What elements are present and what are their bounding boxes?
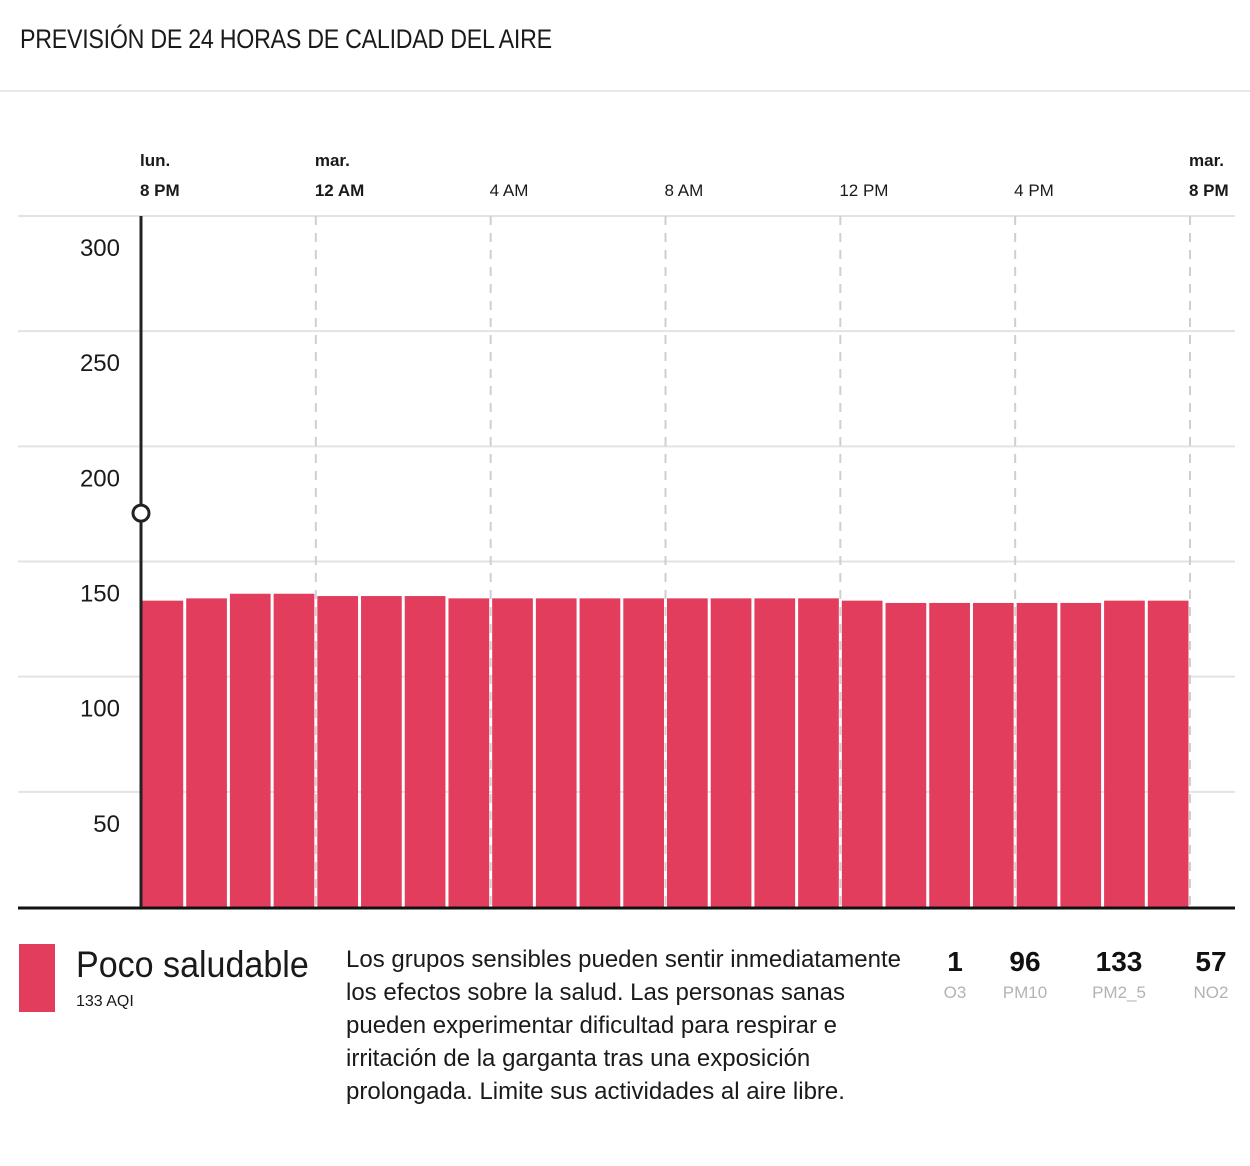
y-tick-label: 200: [80, 465, 120, 492]
bar[interactable]: [1016, 602, 1058, 907]
y-tick-label: 150: [80, 581, 120, 608]
aqi-forecast-chart: 50 100 150 200 250 300 lun. 8 PM mar. 12 AM 4 AM 8 …: [18, 151, 1235, 910]
x-tick-label: 4 AM: [490, 181, 529, 200]
pollutant-no2: 57 NO2: [1176, 946, 1246, 1008]
pollutant-value: 96: [1009, 946, 1041, 977]
pollutant-o3: 1 O3: [920, 946, 990, 1008]
pollutant-value: 1: [947, 946, 963, 977]
bar[interactable]: [798, 598, 839, 907]
pollutant-name: NO2: [1193, 983, 1229, 1002]
bar[interactable]: [1060, 602, 1102, 907]
bar[interactable]: [754, 598, 796, 907]
x-tick-label: 12 AM: [315, 181, 364, 200]
pollutant-value: 57: [1195, 946, 1227, 977]
bar[interactable]: [929, 602, 970, 907]
aqi-value: 133 AQI: [76, 993, 134, 1010]
x-tick-label: 8 AM: [665, 181, 704, 200]
pollutant-name: PM2_5: [1092, 983, 1146, 1002]
bar[interactable]: [885, 602, 927, 907]
bar[interactable]: [710, 598, 752, 907]
bar[interactable]: [535, 598, 577, 907]
bar[interactable]: [273, 593, 315, 907]
bar[interactable]: [1104, 600, 1145, 907]
bar[interactable]: [361, 596, 402, 907]
pollutant-pm25: 133 PM2_5: [1074, 946, 1164, 1008]
bar[interactable]: [448, 598, 490, 907]
x-tick-day: mar.: [315, 151, 350, 170]
bar[interactable]: [404, 596, 446, 907]
pollutant-value: 133: [1095, 946, 1143, 977]
pollutant-name: PM10: [1002, 983, 1048, 1002]
pollutant-name: O3: [943, 983, 967, 1002]
bar[interactable]: [186, 598, 227, 907]
bar[interactable]: [317, 596, 359, 907]
x-tick-day: lun.: [140, 151, 170, 170]
current-time-handle[interactable]: [131, 503, 151, 523]
x-tick-label: 8 PM: [140, 181, 180, 200]
bar[interactable]: [1147, 600, 1189, 907]
category-color-swatch: [19, 944, 55, 1012]
bar[interactable]: [579, 598, 621, 907]
bar[interactable]: [667, 598, 708, 907]
x-tick-day: mar.: [1189, 151, 1224, 170]
x-tick-label: 8 PM: [1189, 181, 1229, 200]
bar[interactable]: [841, 600, 883, 907]
pollutant-list: 1 O3 96 PM10 133 PM2_5 57 NO2: [920, 946, 1246, 1008]
health-description: Los grupos sensibles pueden sentir inmed…: [346, 946, 902, 1105]
bar[interactable]: [623, 598, 664, 907]
aqi-category: Poco saludable: [76, 944, 309, 985]
x-tick-label: 4 PM: [1014, 181, 1054, 200]
pollutant-pm10: 96 PM10: [990, 946, 1060, 1008]
x-tick-label: 12 PM: [839, 181, 888, 200]
y-tick-label: 250: [80, 350, 120, 377]
header-divider: [0, 90, 1250, 92]
page-title: PREVISIÓN DE 24 HORAS DE CALIDAD DEL AIR…: [20, 24, 552, 54]
bar[interactable]: [142, 600, 184, 907]
y-tick-label: 50: [93, 811, 120, 838]
y-tick-label: 100: [80, 696, 120, 723]
bar[interactable]: [972, 602, 1014, 907]
y-tick-label: 300: [80, 235, 120, 262]
bar[interactable]: [492, 598, 533, 907]
bar[interactable]: [229, 593, 271, 907]
